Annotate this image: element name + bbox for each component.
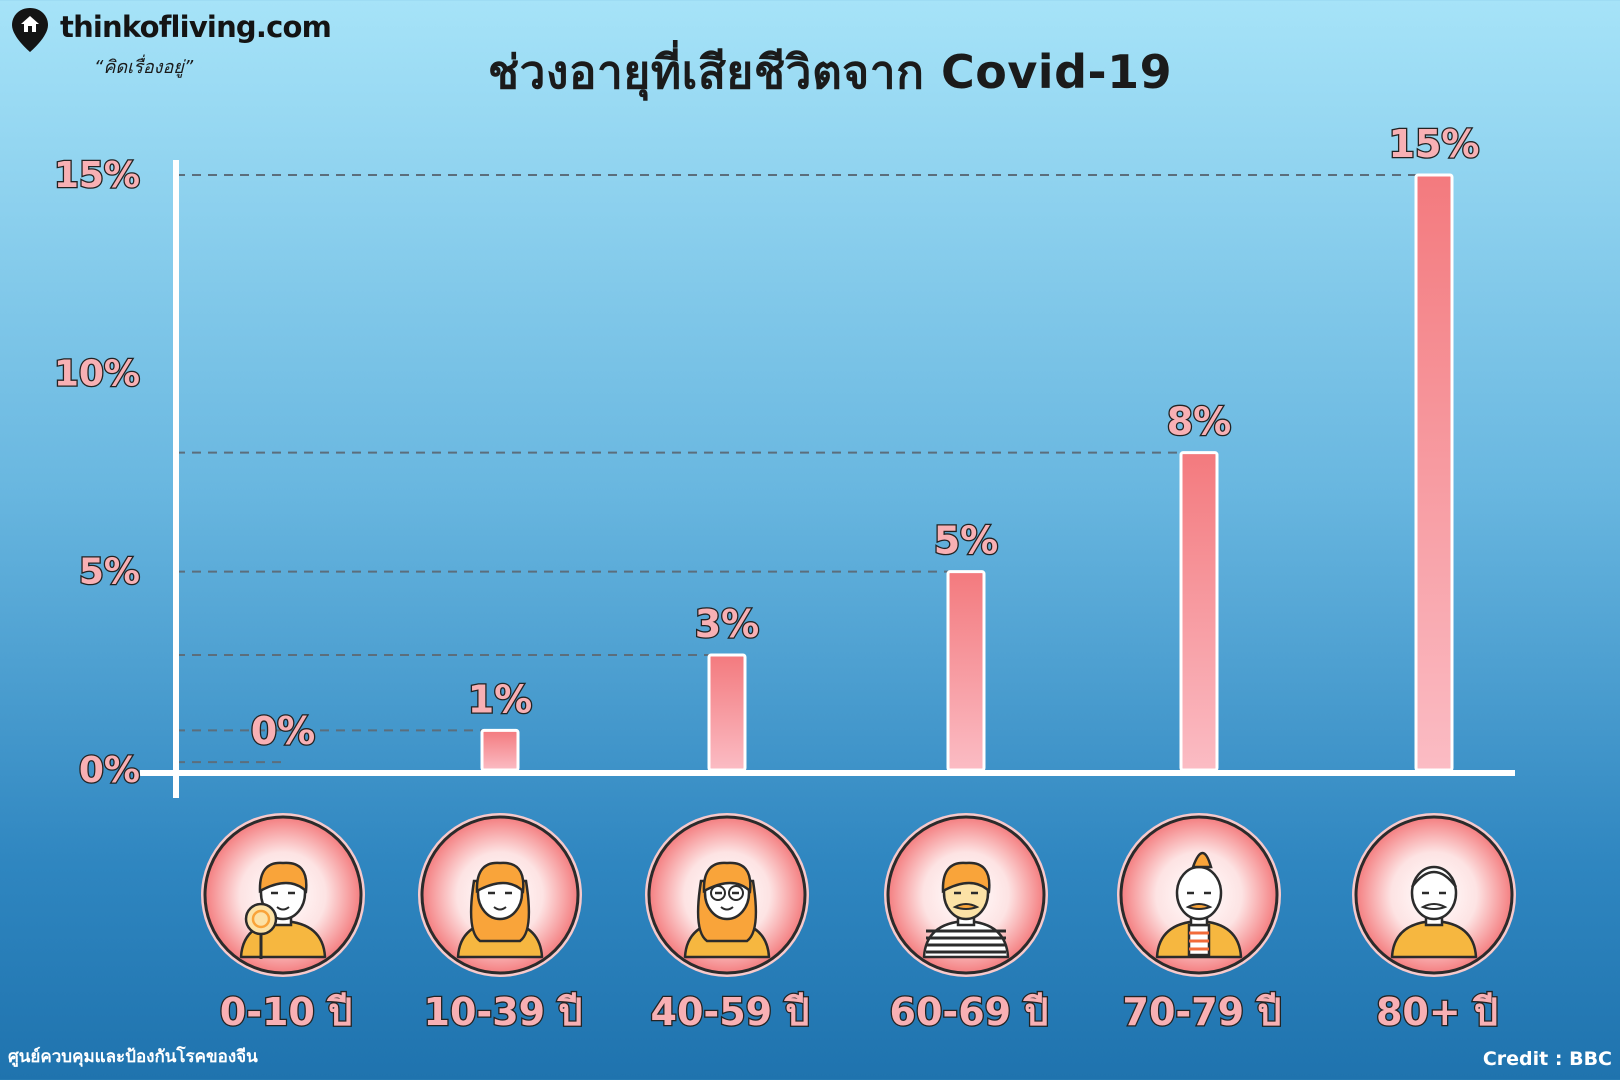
woman-with-glasses-icon	[645, 813, 809, 977]
bar	[707, 653, 747, 772]
bar	[480, 728, 520, 772]
category-label: 60-69 ปี	[890, 990, 1049, 1034]
credit-text: Credit : BBC	[1482, 1048, 1612, 1070]
grandpa-icon	[1352, 813, 1516, 977]
young-woman-icon	[418, 813, 582, 977]
child-with-lollipop-icon	[201, 813, 365, 977]
value-label: 5%	[934, 519, 999, 563]
y-tick-label: 10%	[54, 353, 140, 394]
value-label: 3%	[695, 602, 760, 646]
logo-text: thinkofliving.com	[60, 10, 332, 44]
value-label: 15%	[1389, 122, 1480, 166]
data-source: ศูนย์ควบคุมและป้องกันโรคของจีน	[8, 1047, 258, 1067]
old-man-mustache-icon	[1117, 813, 1281, 977]
category-label: 80+ ปี	[1376, 990, 1498, 1034]
value-label: 1%	[468, 677, 533, 721]
y-tick-label: 15%	[54, 155, 140, 196]
bar	[946, 570, 986, 772]
chart-title: ช่วงอายุที่เสียชีวิตจาก Covid-19	[487, 45, 1173, 99]
y-tick-label: 0%	[79, 750, 140, 791]
value-label: 0%	[251, 709, 316, 753]
map-pin-home-icon	[12, 8, 48, 52]
bearded-man-icon	[884, 813, 1048, 977]
category-label: 10-39 ปี	[424, 990, 583, 1034]
category-label: 70-79 ปี	[1123, 990, 1282, 1034]
value-label: 8%	[1167, 400, 1232, 444]
bar	[1179, 451, 1219, 772]
bar	[1414, 173, 1454, 772]
category-label: 40-59 ปี	[651, 990, 810, 1034]
brand-logo[interactable]: thinkofliving.com	[10, 6, 332, 60]
tagline: “คิดเรื่องอยู่”	[94, 57, 194, 78]
y-tick-label: 5%	[79, 552, 140, 593]
category-label: 0-10 ปี	[220, 990, 352, 1034]
